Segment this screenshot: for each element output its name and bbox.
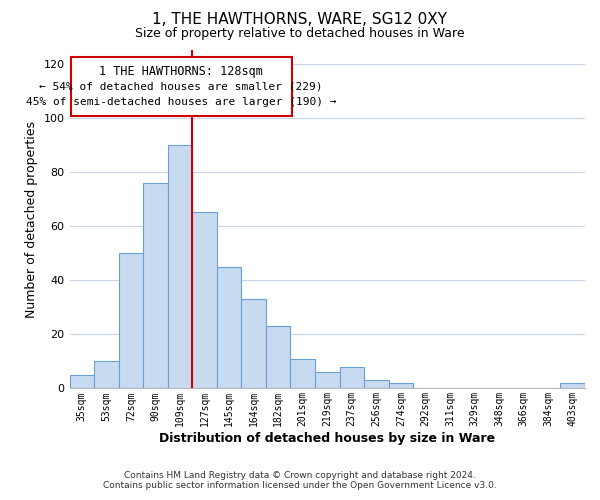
Bar: [192, 212, 217, 388]
FancyBboxPatch shape: [71, 57, 292, 116]
Bar: [340, 367, 364, 388]
Bar: [143, 182, 167, 388]
Bar: [167, 145, 192, 388]
X-axis label: Distribution of detached houses by size in Ware: Distribution of detached houses by size …: [159, 432, 496, 445]
Text: 1, THE HAWTHORNS, WARE, SG12 0XY: 1, THE HAWTHORNS, WARE, SG12 0XY: [152, 12, 448, 28]
Bar: [290, 358, 315, 388]
Bar: [389, 383, 413, 388]
Bar: [266, 326, 290, 388]
Y-axis label: Number of detached properties: Number of detached properties: [25, 120, 38, 318]
Bar: [364, 380, 389, 388]
Text: Size of property relative to detached houses in Ware: Size of property relative to detached ho…: [135, 28, 465, 40]
Text: Contains HM Land Registry data © Crown copyright and database right 2024.
Contai: Contains HM Land Registry data © Crown c…: [103, 470, 497, 490]
Text: 1 THE HAWTHORNS: 128sqm: 1 THE HAWTHORNS: 128sqm: [99, 65, 263, 78]
Text: ← 54% of detached houses are smaller (229): ← 54% of detached houses are smaller (22…: [40, 81, 323, 91]
Bar: [70, 375, 94, 388]
Bar: [94, 362, 119, 388]
Bar: [315, 372, 340, 388]
Bar: [241, 299, 266, 388]
Bar: [217, 266, 241, 388]
Text: 45% of semi-detached houses are larger (190) →: 45% of semi-detached houses are larger (…: [26, 98, 337, 108]
Bar: [560, 383, 585, 388]
Bar: [119, 253, 143, 388]
